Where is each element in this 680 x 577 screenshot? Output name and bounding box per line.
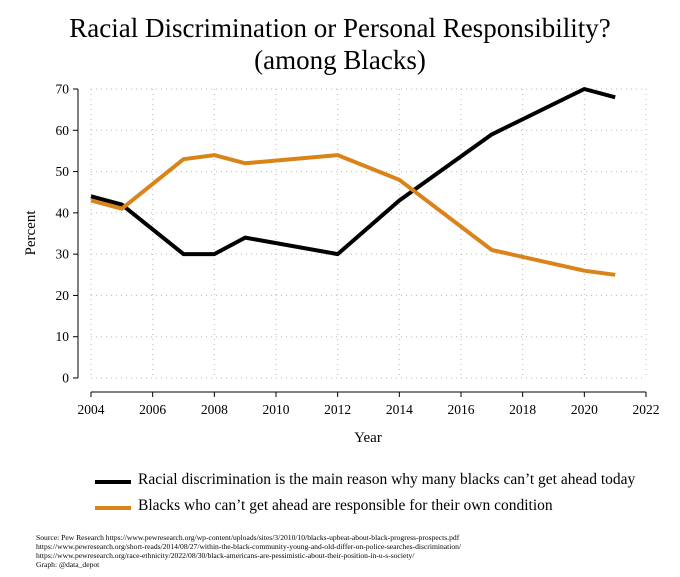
series-group [90,87,616,277]
x-tick-label: 2010 [263,402,290,417]
y-tick-label: 0 [62,371,69,386]
grid [90,88,647,379]
y-tick-label: 20 [56,288,70,303]
series-line-1 [90,153,616,277]
x-tick-label: 2008 [201,402,228,417]
legend-swatch-orange [95,506,131,510]
chart-title-line1: Racial Discrimination or Personal Respon… [69,13,611,43]
legend-label: Blacks who can’t get ahead are responsib… [138,497,553,514]
x-axis-label: Year [354,430,382,446]
y-tick-label: 60 [56,123,70,138]
x-tick-label: 2022 [633,402,660,417]
y-tick-label: 30 [56,247,70,262]
y-tick-label: 70 [56,82,70,97]
source-line: Source: Pew Research https://www.pewrese… [36,533,460,542]
source-notes: Source: Pew Research https://www.pewrese… [36,533,461,569]
x-tick-label: 2012 [324,402,351,417]
source-line: https://www.pewresearch.org/short-reads/… [36,542,462,551]
line-chart: 0 10 20 30 40 50 60 70 2004 2006 2008 2010 2012 2014 2… [23,82,660,447]
source-line: https://www.pewresearch.org/race-ethnici… [36,551,415,560]
chart-title-line2: (among Blacks) [254,45,426,75]
x-tick-label: 2016 [448,402,475,417]
legend-swatch-black [95,480,131,484]
y-tick-label: 10 [56,329,70,344]
axes: 0 10 20 30 40 50 60 70 2004 2006 2008 2010 2012 2014 2… [56,82,660,418]
legend-label: Racial discrimination is the main reason… [138,471,636,488]
y-axis-label: Percent [23,210,39,256]
x-tick-label: 2004 [78,402,105,417]
x-tick-label: 2018 [509,402,536,417]
source-line: Graph: @data_depot [36,560,100,569]
x-tick-label: 2020 [571,402,598,417]
y-tick-label: 50 [56,164,70,179]
series-line-0 [90,87,616,257]
x-tick-label: 2006 [139,402,166,417]
x-tick-label: 2014 [386,402,413,417]
y-tick-label: 40 [56,205,70,220]
